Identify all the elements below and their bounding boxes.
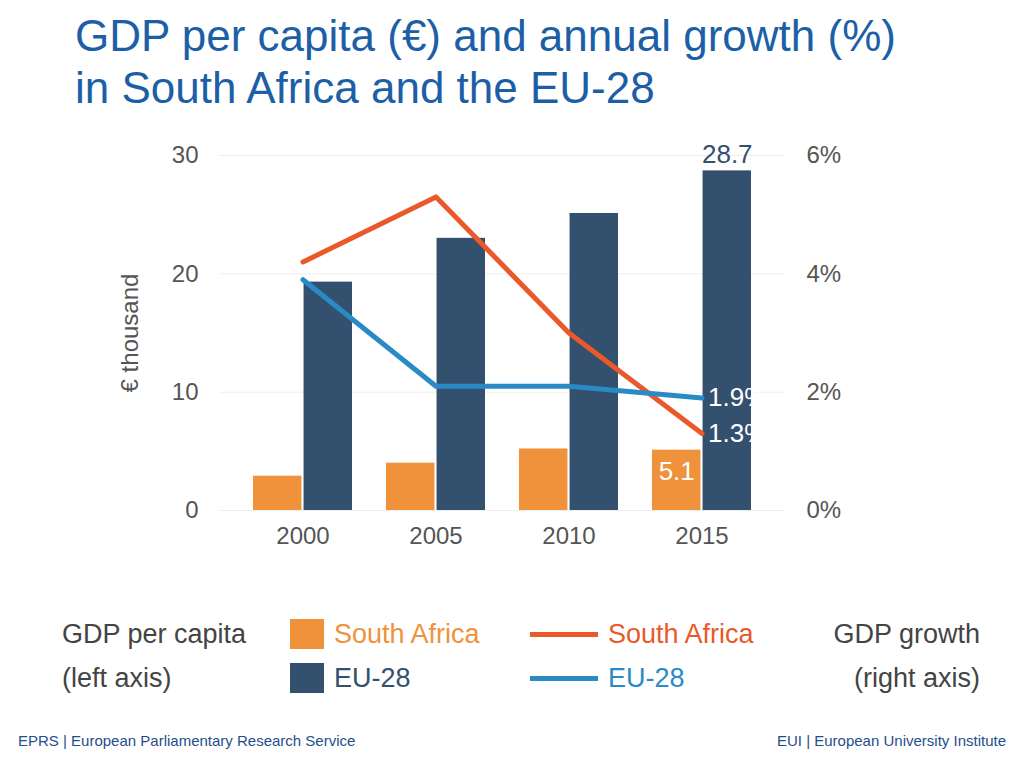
svg-text:30: 30 [172, 141, 199, 168]
html-text:(right axis): (right axis) [854, 662, 980, 693]
html-text:GDP growth: GDP growth [833, 618, 980, 649]
svg-text:2005: 2005 [409, 522, 462, 549]
html-text:South Africa: South Africa [608, 618, 754, 649]
svg-text:2015: 2015 [675, 522, 728, 549]
html-text:EUI | European University Inst: EUI | European University Institute [777, 732, 1006, 749]
svg-text:4%: 4% [807, 260, 842, 287]
html-text:EPRS | European Parliamentary: EPRS | European Parliamentary Research S… [18, 732, 356, 749]
html-text:EU-28: EU-28 [608, 662, 685, 693]
svg-text:20: 20 [172, 260, 199, 287]
html-text:EU-28: EU-28 [334, 662, 411, 693]
html-text:(left axis): (left axis) [62, 662, 172, 693]
svg-text:6%: 6% [807, 141, 842, 168]
svg-text:2010: 2010 [542, 522, 595, 549]
svg-text:€ thousand: € thousand [116, 274, 143, 393]
svg-text:1.3%: 1.3% [708, 418, 767, 448]
html-text:GDP per capita: GDP per capita [62, 618, 247, 649]
svg-text:2000: 2000 [276, 522, 329, 549]
svg-text:0%: 0% [807, 496, 842, 523]
svg-text:5.1: 5.1 [659, 456, 695, 486]
svg-text:1.9%: 1.9% [708, 382, 767, 412]
svg-text:0: 0 [185, 496, 198, 523]
svg-text:28.7: 28.7 [702, 139, 753, 169]
html-text:South Africa: South Africa [334, 618, 480, 649]
svg-text:2%: 2% [807, 378, 842, 405]
html-text:GDP per capita (€) and annual: GDP per capita (€) and annual growth (%)… [75, 11, 896, 112]
svg-text:10: 10 [172, 378, 199, 405]
